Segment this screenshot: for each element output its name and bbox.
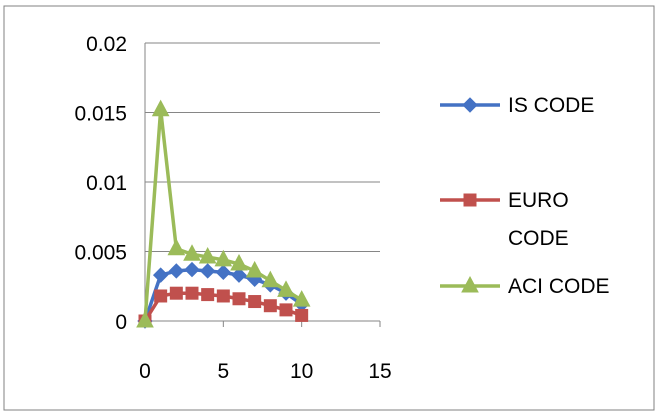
x-tick-label: 15 [368,360,391,383]
y-tick-label: 0.015 [74,103,127,126]
data-point [277,280,295,297]
series-aci-code [136,99,311,328]
legend-marker [463,193,477,207]
data-point [168,263,185,279]
y-tick-label: 0.005 [74,242,127,265]
data-point [248,295,262,309]
chart-border [3,5,655,411]
y-tick-label: 0.02 [86,33,127,56]
data-point [201,288,215,302]
data-point [230,253,248,271]
x-tick-label: 10 [290,360,313,383]
x-tick-label: 5 [217,360,229,383]
data-point [295,308,309,322]
data-point [292,290,311,307]
data-point [214,249,233,267]
data-point [183,244,201,261]
legend-label: CODE [508,227,569,250]
axes: 0 0.005 0.01 0.015 0.02 0 5 10 15 [74,33,391,383]
data-point [215,264,232,281]
legend-label: ACI CODE [508,275,610,298]
legend-label: EURO [508,189,569,212]
data-point [136,310,154,328]
data-point [184,261,200,278]
legend-label: IS CODE [508,94,594,117]
x-tick-label: 0 [139,360,151,383]
plot-area [136,99,311,329]
data-point [263,299,277,313]
data-point [169,286,183,300]
series-euro-code [138,286,309,328]
data-point [261,270,280,288]
data-point [216,289,230,303]
data-point [199,263,216,279]
data-point [151,99,170,117]
y-tick-label: 0.01 [86,172,127,195]
data-point [232,292,246,306]
legend-item: ACI CODE [440,275,610,298]
legend-item: IS CODE [440,94,594,117]
data-point [279,303,293,317]
data-point [152,267,169,283]
data-point [185,286,199,300]
data-point [167,238,186,256]
data-point [154,289,168,303]
data-point [231,267,247,283]
data-point [245,260,264,278]
data-point [198,246,217,264]
legend-marker [461,275,479,293]
legend-marker [462,97,478,113]
y-tick-label: 0 [115,311,127,334]
legend-item: EURO CODE [440,189,569,250]
legend: IS CODE EURO CODE ACI CODE [440,94,610,298]
